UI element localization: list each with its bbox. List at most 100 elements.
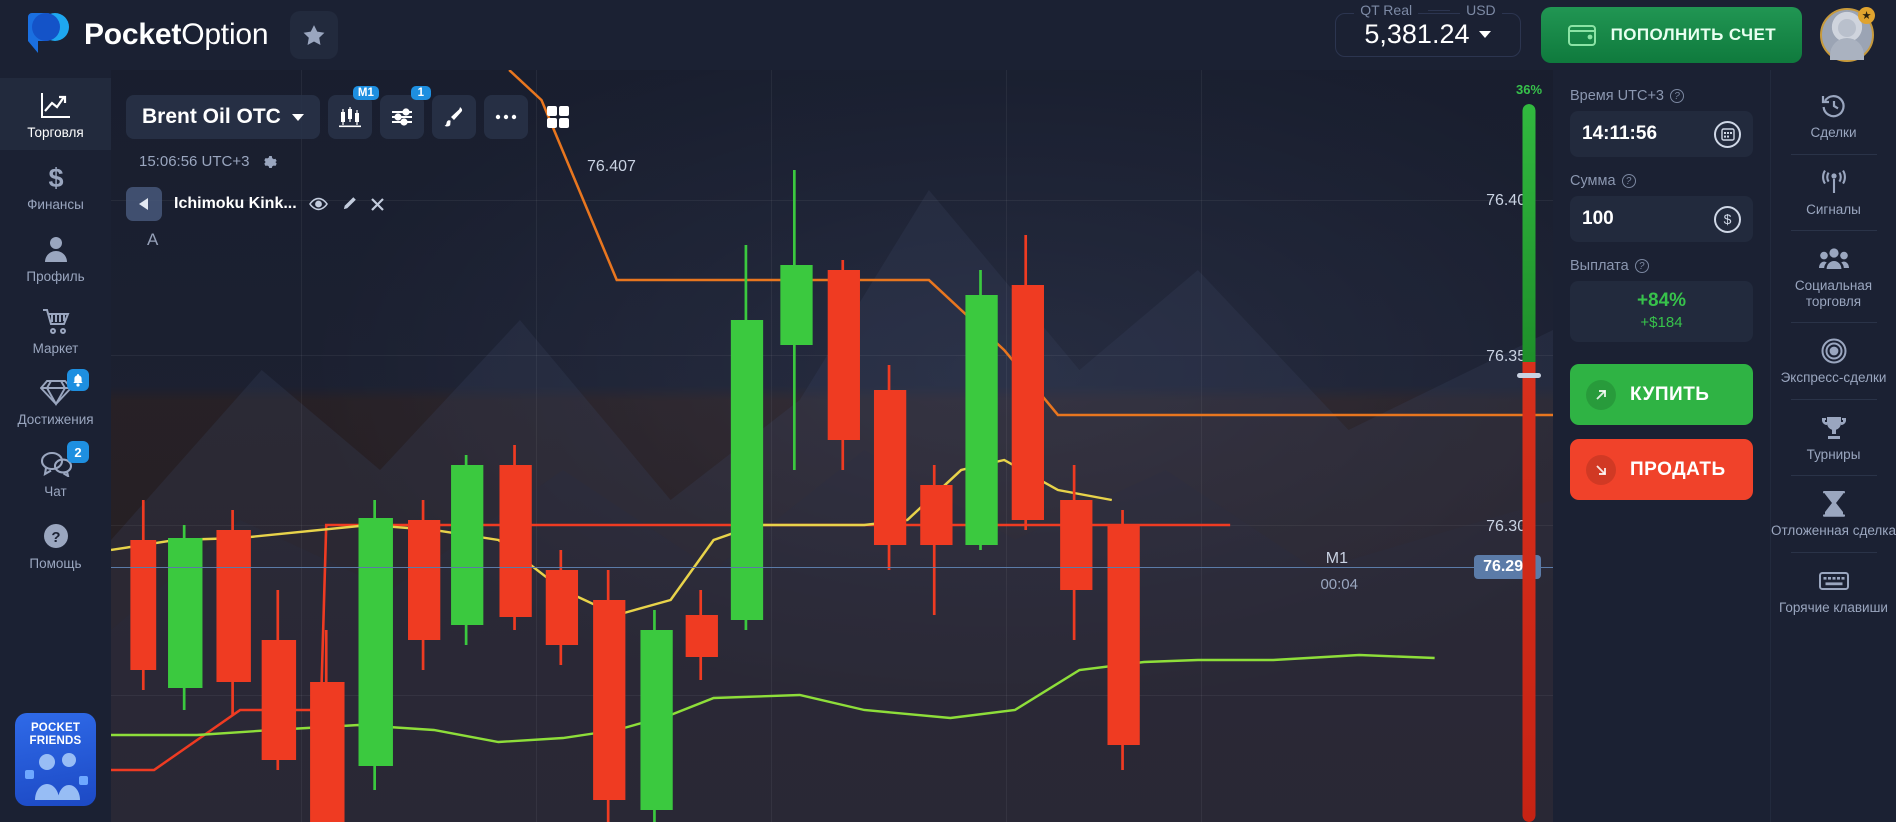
hourglass-icon: [1822, 489, 1846, 519]
candlestick-icon: [338, 106, 362, 128]
indicator-collapse-button[interactable]: [126, 187, 162, 221]
avatar-head: [1838, 19, 1856, 37]
sentiment-red-fill: [1522, 362, 1536, 822]
amount-value: 100: [1582, 208, 1614, 229]
grid-line: [771, 70, 772, 822]
asset-name: Brent Oil OTC: [142, 105, 281, 128]
sidebar-item-achievements[interactable]: Достижения: [0, 365, 111, 437]
timeframe-countdown: 00:04: [1320, 576, 1358, 593]
arrow-down-right-icon: [1586, 454, 1616, 485]
divider: [1790, 398, 1877, 400]
question-circle-icon[interactable]: ?: [1634, 259, 1649, 273]
amount-label-text: Сумма: [1570, 173, 1616, 189]
pocket-friends-promo[interactable]: POCKET FRIENDS: [15, 713, 96, 806]
promo-line-2: FRIENDS: [29, 735, 82, 748]
notification-bell-badge[interactable]: [67, 369, 89, 392]
favorites-button[interactable]: [290, 11, 339, 59]
sidebar-item-profile[interactable]: Профиль: [0, 222, 111, 294]
dollar-circle-icon[interactable]: $: [1714, 205, 1741, 233]
rightnav-label: Горячие клавиши: [1779, 599, 1888, 615]
drawing-tools-button[interactable]: [431, 95, 476, 139]
wallet-icon: [1567, 22, 1597, 48]
gear-icon[interactable]: [261, 154, 277, 170]
promo-illustration-icon: [24, 753, 88, 801]
close-icon[interactable]: [370, 197, 385, 212]
asset-selector[interactable]: Brent Oil OTC: [126, 95, 320, 139]
question-circle-icon[interactable]: ?: [1669, 89, 1684, 103]
grid-line: [1006, 70, 1007, 822]
sidebar-item-market[interactable]: Маркет: [0, 294, 111, 366]
payout-label-row: Выплата ?: [1570, 258, 1753, 274]
arrow-up-right-icon: [1586, 379, 1616, 410]
left-sidebar: Торговля $ Финансы Профиль Маркет: [0, 70, 111, 822]
sidebar-label: Маркет: [32, 340, 79, 356]
chart-type-button[interactable]: M1: [327, 86, 379, 139]
rightnav-item-signals[interactable]: Сигналы: [1771, 159, 1896, 227]
right-sidebar: Сделки Сигналы Социальная торговля: [1770, 70, 1896, 822]
rightnav-item-hotkeys[interactable]: Горячие клавиши: [1771, 557, 1896, 625]
svg-text:$: $: [48, 163, 63, 192]
rightnav-item-express-deals[interactable]: Экспресс-сделки: [1771, 327, 1896, 395]
amount-field[interactable]: 100 $: [1570, 196, 1753, 242]
chevron-down-icon[interactable]: [1479, 31, 1492, 38]
star-icon: [301, 23, 327, 48]
sidebar-item-finance[interactable]: $ Финансы: [0, 150, 111, 222]
chart-canvas[interactable]: Brent Oil OTC M1 1: [111, 70, 1553, 822]
rightnav-item-tournaments[interactable]: Турниры: [1771, 404, 1896, 472]
sidebar-label: Помощь: [29, 556, 82, 572]
chat-icon: [40, 448, 72, 480]
target-icon: [1821, 336, 1847, 366]
calendar-icon[interactable]: [1714, 120, 1741, 148]
layout-button[interactable]: [536, 95, 580, 139]
sentiment-track: [1522, 104, 1536, 822]
rightnav-item-pending-deal[interactable]: Отложенная сделка: [1771, 480, 1896, 548]
user-avatar[interactable]: ★: [1820, 7, 1875, 62]
question-circle-icon[interactable]: ?: [1621, 174, 1636, 188]
payout-percent: +84%: [1636, 290, 1687, 311]
grid-layout-icon: [545, 104, 571, 130]
grid-line: [111, 200, 1553, 201]
time-value: 14:11:56: [1582, 123, 1658, 144]
sell-button[interactable]: ПРОДАТЬ: [1570, 439, 1753, 500]
rightnav-label: Сделки: [1810, 125, 1857, 140]
eye-icon[interactable]: [308, 197, 328, 211]
sentiment-knob[interactable]: [1517, 372, 1541, 378]
brand-name: PocketOption: [84, 18, 269, 51]
more-options-button[interactable]: [483, 95, 528, 139]
chat-unread-badge[interactable]: 2: [67, 441, 89, 464]
cart-icon: [41, 305, 71, 337]
indicator-row: Ichimoku Kink...: [126, 187, 385, 221]
rightnav-label: Экспресс-сделки: [1780, 370, 1887, 386]
sentiment-green-fill: [1522, 104, 1536, 363]
rightnav-label: Социальная торговля: [1794, 278, 1873, 309]
sidebar-item-help[interactable]: ? Помощь: [0, 509, 111, 581]
sell-label: ПРОДАТЬ: [1630, 458, 1726, 480]
payout-amount: +$184: [1640, 314, 1683, 331]
top-bar: PocketOption QT Real USD 5,381.24: [0, 0, 1896, 70]
candlestick-series: [111, 70, 1553, 822]
indicators-button[interactable]: 1: [379, 86, 431, 139]
sidebar-item-trade[interactable]: Торговля: [0, 78, 111, 150]
trade-panel: Время UTC+3 ? 14:11:56 Сумма ? 100 $ Вып…: [1553, 70, 1770, 822]
expiry-time-field[interactable]: 14:11:56: [1570, 111, 1753, 157]
payout-box: +84% +$184: [1570, 281, 1753, 342]
sentiment-bar[interactable]: 36%: [1505, 70, 1553, 822]
balance-amount: 5,381.24: [1354, 19, 1501, 50]
avatar-body: [1830, 38, 1864, 60]
sidebar-item-chat[interactable]: 2 Чат: [0, 437, 111, 509]
sentiment-percent: 36%: [1515, 82, 1543, 97]
chart-time: 15:06:56 UTC+3: [139, 153, 250, 170]
rightnav-item-deals[interactable]: Сделки: [1771, 82, 1896, 150]
pencil-icon[interactable]: [341, 196, 357, 212]
dollar-icon: $: [43, 161, 69, 193]
deposit-button[interactable]: ПОПОЛНИТЬ СЧЕТ: [1540, 7, 1802, 63]
annotation-letter: A: [147, 230, 159, 249]
chart-toolbar: Brent Oil OTC M1 1: [126, 86, 580, 139]
buy-button[interactable]: КУПИТЬ: [1570, 364, 1753, 425]
account-balance-selector[interactable]: QT Real USD 5,381.24: [1335, 2, 1521, 57]
buy-label: КУПИТЬ: [1630, 383, 1710, 405]
timeframe-tag: M1: [1325, 550, 1348, 567]
chart-clock: 15:06:56 UTC+3: [139, 153, 277, 170]
brand-logo[interactable]: PocketOption: [0, 13, 269, 57]
rightnav-item-social-trading[interactable]: Социальная торговля: [1771, 235, 1896, 318]
